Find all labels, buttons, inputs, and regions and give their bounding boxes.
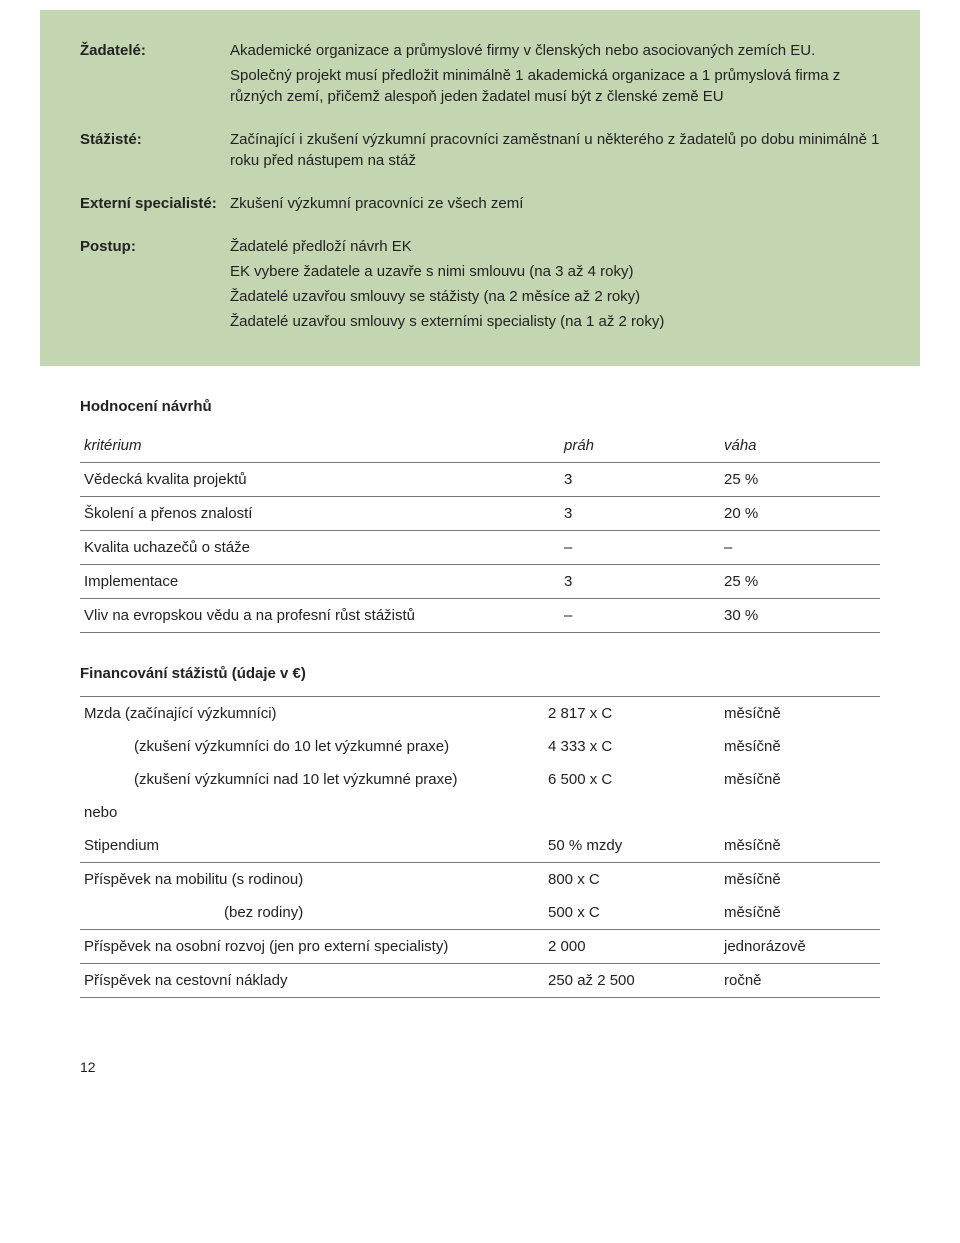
- def-row-postup: Postup: Žadatelé předloží návrh EK EK vy…: [80, 236, 880, 336]
- fund-cell: měsíčně: [720, 863, 880, 897]
- fund-cell: 2 817 x C: [544, 697, 720, 731]
- eval-cell: 3: [560, 497, 720, 531]
- table-row: Příspěvek na mobilitu (s rodinou) 800 x …: [80, 863, 880, 897]
- table-row: Školení a přenos znalostí 3 20 %: [80, 497, 880, 531]
- fund-cell: [720, 796, 880, 829]
- fund-cell: 800 x C: [544, 863, 720, 897]
- eval-header-row: kritérium práh váha: [80, 429, 880, 463]
- def-value: Zkušení výzkumní pracovníci ze všech zem…: [230, 193, 880, 218]
- eval-cell: 25 %: [720, 463, 880, 497]
- fund-cell: 250 až 2 500: [544, 964, 720, 998]
- fund-cell: Příspěvek na cestovní náklady: [80, 964, 544, 998]
- eval-cell: –: [560, 599, 720, 633]
- fund-cell: 50 % mzdy: [544, 829, 720, 863]
- table-row: Kvalita uchazečů o stáže – –: [80, 531, 880, 565]
- fund-cell: jednorázově: [720, 930, 880, 964]
- def-value: Akademické organizace a průmyslové firmy…: [230, 40, 880, 111]
- def-label: Žadatelé:: [80, 40, 230, 111]
- eval-cell: Vědecká kvalita projektů: [80, 463, 560, 497]
- fund-cell: měsíčně: [720, 730, 880, 763]
- def-value: Žadatelé předloží návrh EK EK vybere žad…: [230, 236, 880, 336]
- fund-cell: 2 000: [544, 930, 720, 964]
- table-row: Příspěvek na cestovní náklady 250 až 2 5…: [80, 964, 880, 998]
- eval-col-krit: kritérium: [80, 429, 560, 463]
- table-row: Vědecká kvalita projektů 3 25 %: [80, 463, 880, 497]
- table-row: nebo: [80, 796, 880, 829]
- def-row-zadatele: Žadatelé: Akademické organizace a průmys…: [80, 40, 880, 111]
- eval-cell: Školení a přenos znalostí: [80, 497, 560, 531]
- fund-cell: 500 x C: [544, 896, 720, 930]
- table-row: Mzda (začínající výzkumníci) 2 817 x C m…: [80, 697, 880, 731]
- def-paragraph: Začínající i zkušení výzkumní pracovníci…: [230, 129, 880, 171]
- fund-cell: (bez rodiny): [80, 896, 544, 930]
- table-row: Stipendium 50 % mzdy měsíčně: [80, 829, 880, 863]
- eval-cell: 30 %: [720, 599, 880, 633]
- def-row-staziste: Stážisté: Začínající i zkušení výzkumní …: [80, 129, 880, 175]
- table-row: (zkušení výzkumníci do 10 let výzkumné p…: [80, 730, 880, 763]
- eval-cell: 20 %: [720, 497, 880, 531]
- def-paragraph: Žadatelé uzavřou smlouvy s externími spe…: [230, 311, 880, 332]
- fund-cell: měsíčně: [720, 896, 880, 930]
- def-paragraph: Společný projekt musí předložit minimáln…: [230, 65, 880, 107]
- def-label: Postup:: [80, 236, 230, 336]
- fund-cell: 4 333 x C: [544, 730, 720, 763]
- definition-box: Žadatelé: Akademické organizace a průmys…: [40, 10, 920, 366]
- def-paragraph: EK vybere žadatele a uzavře s nimi smlou…: [230, 261, 880, 282]
- table-row: (zkušení výzkumníci nad 10 let výzkumné …: [80, 763, 880, 796]
- eval-cell: 25 %: [720, 565, 880, 599]
- eval-col-vaha: váha: [720, 429, 880, 463]
- fund-cell: Příspěvek na mobilitu (s rodinou): [80, 863, 544, 897]
- fund-cell: měsíčně: [720, 829, 880, 863]
- fund-cell: 6 500 x C: [544, 763, 720, 796]
- eval-col-prah: práh: [560, 429, 720, 463]
- def-paragraph: Zkušení výzkumní pracovníci ze všech zem…: [230, 193, 880, 214]
- eval-cell: –: [560, 531, 720, 565]
- def-paragraph: Žadatelé předloží návrh EK: [230, 236, 880, 257]
- eval-cell: 3: [560, 463, 720, 497]
- fund-table: Mzda (začínající výzkumníci) 2 817 x C m…: [80, 696, 880, 998]
- table-row: Implementace 3 25 %: [80, 565, 880, 599]
- eval-cell: Vliv na evropskou vědu a na profesní růs…: [80, 599, 560, 633]
- def-paragraph: Žadatelé uzavřou smlouvy se stážisty (na…: [230, 286, 880, 307]
- eval-cell: Implementace: [80, 565, 560, 599]
- fund-cell: nebo: [80, 796, 544, 829]
- fund-heading: Financování stážistů (údaje v €): [80, 663, 880, 684]
- table-row: (bez rodiny) 500 x C měsíčně: [80, 896, 880, 930]
- page-number: 12: [80, 1058, 880, 1078]
- fund-cell: Příspěvek na osobní rozvoj (jen pro exte…: [80, 930, 544, 964]
- fund-cell: měsíčně: [720, 763, 880, 796]
- table-row: Vliv na evropskou vědu a na profesní růs…: [80, 599, 880, 633]
- fund-cell: Stipendium: [80, 829, 544, 863]
- table-row: Příspěvek na osobní rozvoj (jen pro exte…: [80, 930, 880, 964]
- eval-cell: –: [720, 531, 880, 565]
- def-paragraph: Akademické organizace a průmyslové firmy…: [230, 40, 880, 61]
- fund-cell: (zkušení výzkumníci do 10 let výzkumné p…: [80, 730, 544, 763]
- def-value: Začínající i zkušení výzkumní pracovníci…: [230, 129, 880, 175]
- fund-cell: měsíčně: [720, 697, 880, 731]
- def-label: Stážisté:: [80, 129, 230, 175]
- eval-cell: Kvalita uchazečů o stáže: [80, 531, 560, 565]
- fund-cell: (zkušení výzkumníci nad 10 let výzkumné …: [80, 763, 544, 796]
- eval-heading: Hodnocení návrhů: [80, 396, 880, 417]
- eval-table: kritérium práh váha Vědecká kvalita proj…: [80, 429, 880, 633]
- fund-cell: Mzda (začínající výzkumníci): [80, 697, 544, 731]
- fund-cell: [544, 796, 720, 829]
- def-label: Externí specialisté:: [80, 193, 230, 218]
- def-row-externi: Externí specialisté: Zkušení výzkumní pr…: [80, 193, 880, 218]
- fund-cell: ročně: [720, 964, 880, 998]
- eval-cell: 3: [560, 565, 720, 599]
